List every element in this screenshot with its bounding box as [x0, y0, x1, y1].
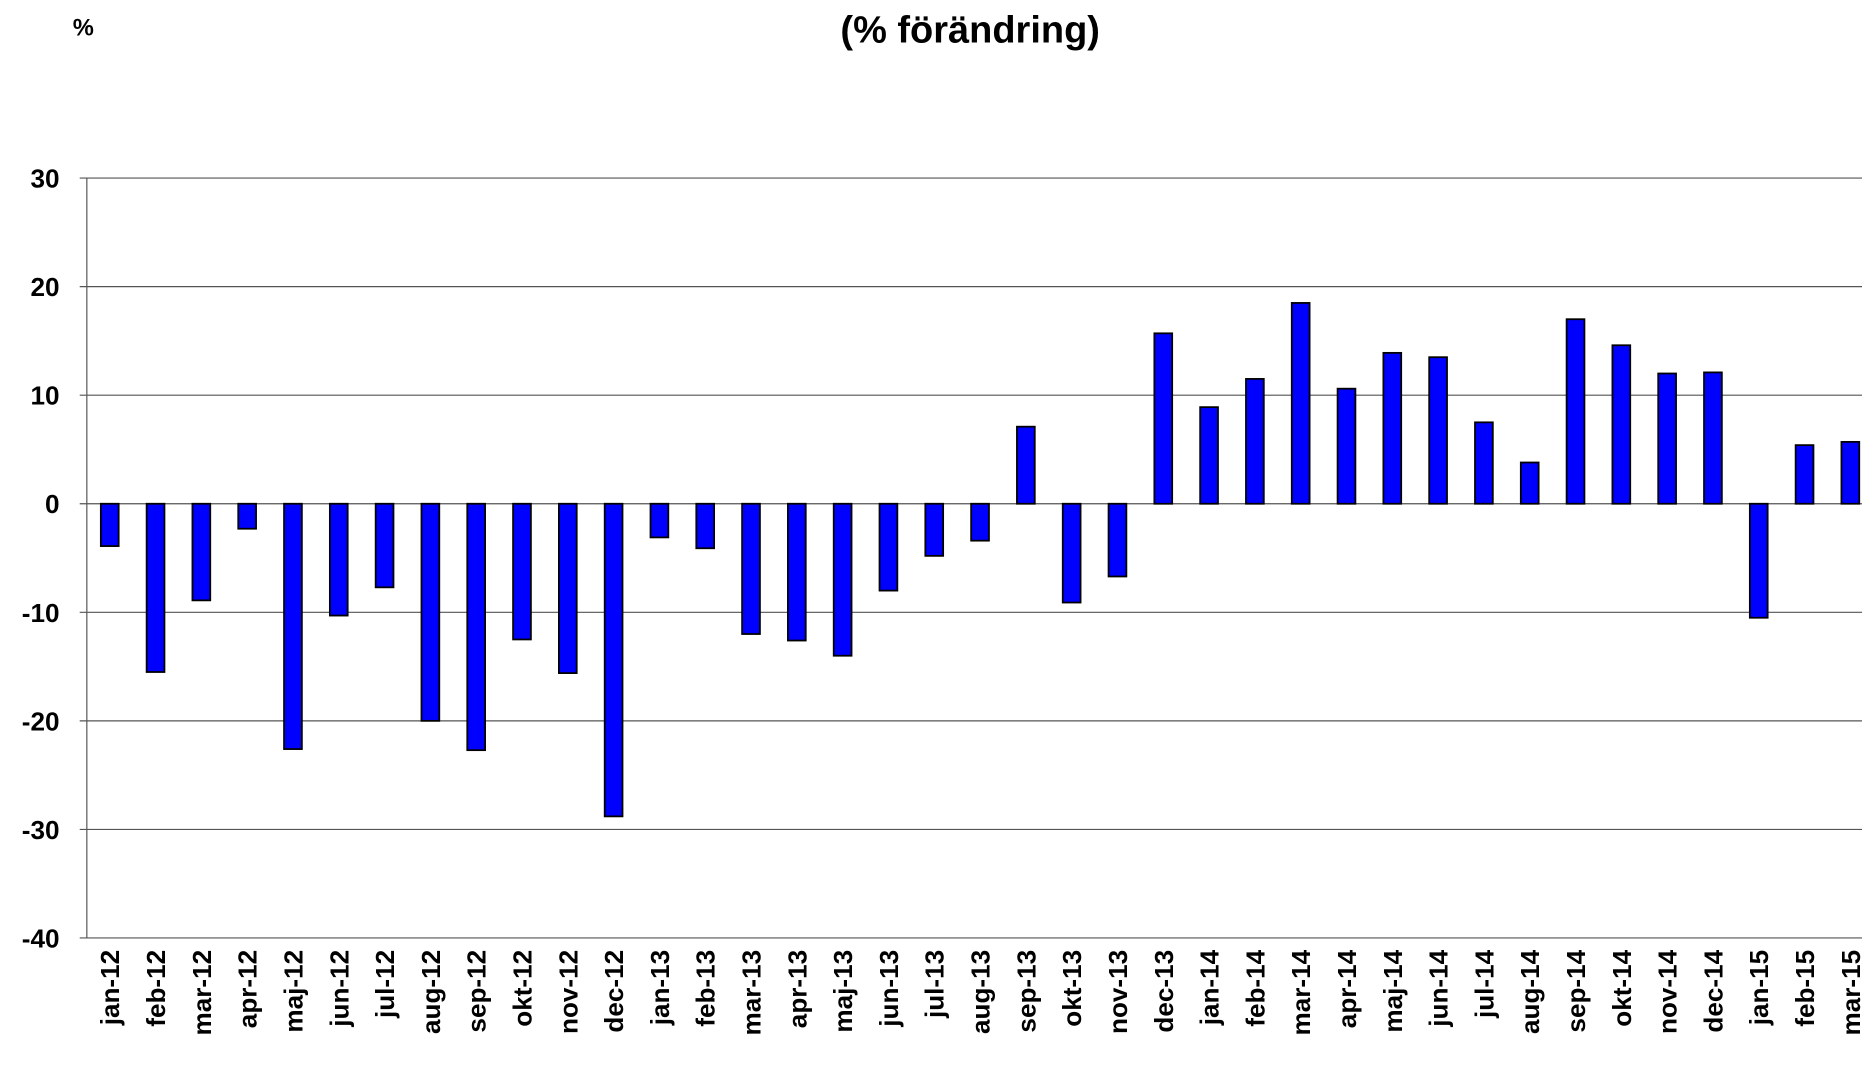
- y-tick-label: -40: [22, 923, 60, 953]
- x-tick-label: nov-14: [1653, 949, 1683, 1034]
- x-tick-label: apr-12: [233, 950, 263, 1028]
- x-tick-label: jul-14: [1469, 949, 1499, 1019]
- bar: [1794, 444, 1815, 505]
- bar: [374, 502, 395, 589]
- bar: [1290, 302, 1311, 505]
- bar: [1199, 406, 1219, 505]
- x-tick-label: sep-12: [462, 950, 492, 1033]
- bar: [1840, 440, 1861, 505]
- bar: [1382, 351, 1403, 505]
- bar: [283, 502, 303, 750]
- bar: [1611, 344, 1632, 505]
- bar: [558, 502, 578, 674]
- bar: [512, 502, 532, 641]
- y-tick-label: 10: [30, 381, 59, 411]
- x-tick-label: jul-13: [920, 950, 950, 1019]
- x-tick-label: apr-13: [782, 950, 812, 1028]
- x-tick-label: sep-13: [1011, 950, 1041, 1033]
- x-tick-label: nov-13: [1103, 950, 1133, 1034]
- bar: [1474, 421, 1494, 505]
- bar: [237, 502, 257, 530]
- y-tick-label: -20: [22, 706, 60, 736]
- x-tick-label: aug-12: [416, 950, 446, 1034]
- bar: [1061, 502, 1082, 604]
- x-tick-label: feb-15: [1790, 950, 1820, 1027]
- bar: [1703, 371, 1723, 505]
- bar: [649, 502, 670, 539]
- x-tick-label: aug-13: [966, 950, 996, 1034]
- x-tick-label: sep-14: [1561, 949, 1591, 1032]
- x-tick-label: jan-15: [1744, 950, 1774, 1026]
- bar: [1748, 502, 1769, 619]
- bar: [191, 502, 212, 602]
- x-tick-label: jan-13: [645, 950, 675, 1026]
- bar: [145, 502, 166, 673]
- bar: [1519, 461, 1540, 505]
- x-tick-label: jan-12: [95, 950, 125, 1026]
- y-tick-label: -10: [22, 598, 60, 628]
- bar: [970, 502, 990, 542]
- bar: [603, 502, 624, 818]
- bar: [695, 502, 716, 550]
- x-tick-label: mar-15: [1836, 950, 1862, 1036]
- x-tick-label: feb-14: [1240, 949, 1270, 1026]
- x-tick-label: okt-12: [507, 950, 537, 1027]
- x-tick-label: maj-12: [278, 950, 308, 1033]
- bar: [1336, 387, 1357, 505]
- x-tick-label: jun-12: [324, 950, 354, 1028]
- x-tick-label: dec-13: [1149, 950, 1179, 1033]
- x-tick-label: okt-13: [1057, 950, 1087, 1027]
- y-unit: %: [73, 16, 94, 42]
- x-tick-label: dec-14: [1698, 949, 1728, 1032]
- y-tick-label: -30: [22, 815, 60, 845]
- x-tick-label: okt-14: [1607, 949, 1637, 1026]
- bar: [1657, 372, 1677, 505]
- bar: [328, 502, 349, 617]
- x-tick-label: nov-12: [553, 950, 583, 1034]
- x-tick-label: jun-14: [1424, 949, 1454, 1027]
- bar: [1428, 356, 1448, 505]
- bar: [787, 502, 807, 642]
- x-tick-label: jul-12: [370, 950, 400, 1019]
- bar: [924, 502, 945, 557]
- chart-title: (% förändring): [840, 10, 1100, 52]
- bar: [878, 502, 899, 592]
- bar: [1107, 502, 1128, 578]
- x-tick-label: dec-12: [599, 950, 629, 1033]
- bar: [420, 502, 441, 722]
- bar: [741, 502, 761, 635]
- bar: [99, 502, 120, 547]
- bar: [1245, 378, 1265, 505]
- x-tick-label: jan-14: [1195, 949, 1225, 1026]
- bar: [1565, 318, 1586, 505]
- x-tick-label: maj-13: [828, 950, 858, 1033]
- bar: [832, 502, 853, 657]
- x-tick-label: mar-13: [737, 950, 767, 1036]
- x-tick-label: maj-14: [1378, 949, 1408, 1032]
- x-tick-label: feb-12: [141, 950, 171, 1027]
- bar: [1016, 425, 1036, 505]
- x-tick-label: feb-13: [691, 950, 721, 1027]
- x-tick-label: mar-12: [187, 950, 217, 1036]
- x-tick-label: mar-14: [1286, 949, 1316, 1035]
- y-tick-label: 30: [30, 164, 59, 194]
- x-tick-label: jun-13: [874, 950, 904, 1028]
- bar: [466, 502, 486, 752]
- y-tick-label: 20: [30, 272, 59, 302]
- x-tick-label: apr-14: [1332, 949, 1362, 1028]
- x-tick-label: aug-14: [1515, 949, 1545, 1034]
- bar: [1153, 332, 1174, 505]
- y-tick-label: 0: [45, 489, 60, 519]
